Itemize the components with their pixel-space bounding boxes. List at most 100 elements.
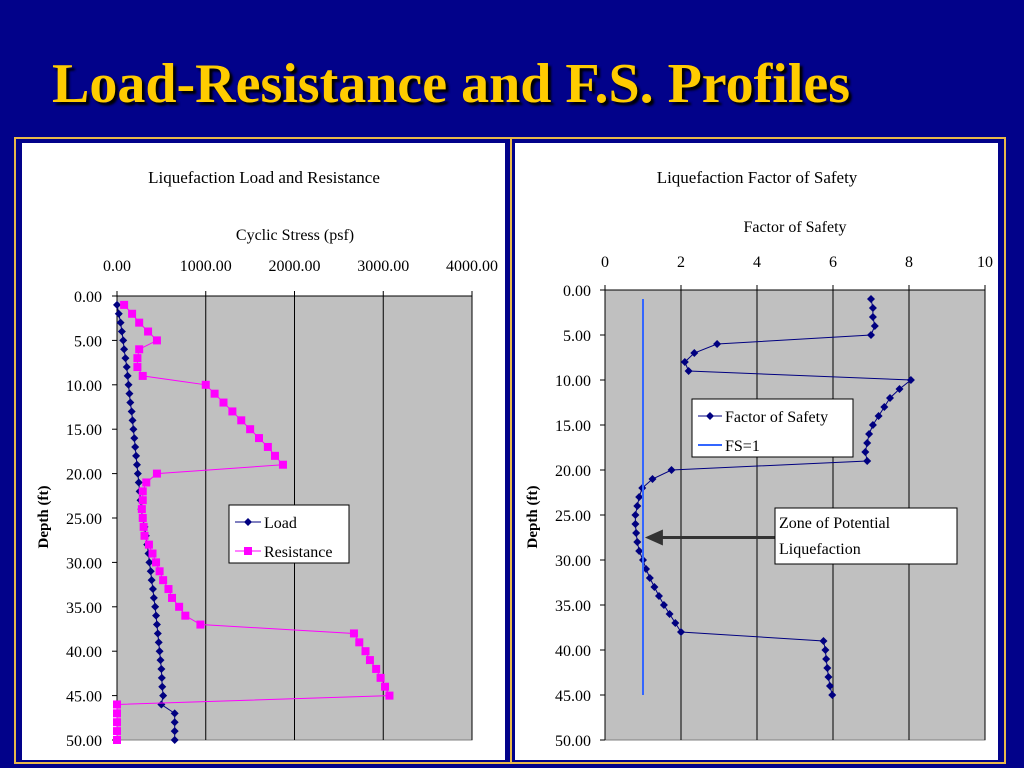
point-load xyxy=(121,354,130,363)
point-factor-of-safety xyxy=(713,340,722,348)
point-factor-of-safety xyxy=(632,529,641,537)
legend-fs1-label: FS=1 xyxy=(725,438,760,455)
point-resistance xyxy=(139,522,148,531)
legend-load-marker xyxy=(244,518,252,526)
point-load xyxy=(152,620,161,629)
point-load xyxy=(134,478,143,487)
point-factor-of-safety xyxy=(863,457,872,465)
point-factor-of-safety xyxy=(880,403,889,411)
point-resistance xyxy=(159,576,168,585)
point-factor-of-safety xyxy=(654,592,663,600)
legend-resistance-marker xyxy=(244,547,252,555)
point-factor-of-safety xyxy=(822,655,831,663)
point-load xyxy=(157,664,166,673)
point-resistance xyxy=(135,318,144,327)
point-factor-of-safety xyxy=(680,358,689,366)
point-load xyxy=(132,460,141,469)
point-resistance xyxy=(133,354,142,363)
x-tick-label: 2 xyxy=(677,254,685,271)
point-load xyxy=(147,576,156,585)
point-load xyxy=(130,434,139,443)
point-load xyxy=(122,363,131,372)
point-factor-of-safety xyxy=(825,682,834,690)
point-resistance xyxy=(137,505,146,514)
point-factor-of-safety xyxy=(874,412,883,420)
point-resistance xyxy=(355,638,364,647)
point-factor-of-safety xyxy=(631,511,640,519)
point-resistance xyxy=(228,407,237,416)
point-load xyxy=(132,451,141,460)
y-tick-label: 30.00 xyxy=(555,553,591,570)
legend-fs-marker xyxy=(706,412,714,420)
point-load xyxy=(125,389,134,398)
point-load xyxy=(119,336,128,345)
point-load xyxy=(153,629,162,638)
chart-title: Liquefaction Factor of Safety xyxy=(657,168,858,187)
point-resistance xyxy=(376,673,385,682)
annotation-line-1: Zone of Potential xyxy=(779,515,891,532)
y-tick-label: 50.00 xyxy=(66,733,102,750)
point-factor-of-safety xyxy=(870,322,879,330)
point-resistance xyxy=(113,718,121,727)
y-tick-label: 20.00 xyxy=(555,463,591,480)
point-resistance xyxy=(263,442,272,451)
point-factor-of-safety xyxy=(635,547,644,555)
chart-title: Liquefaction Load and Resistance xyxy=(148,168,380,187)
point-factor-of-safety xyxy=(690,349,699,357)
point-load xyxy=(157,673,166,682)
x-tick-label: 4 xyxy=(753,254,761,271)
y-tick-label: 30.00 xyxy=(66,555,102,572)
point-resistance xyxy=(196,620,205,629)
x-tick-label: 0.00 xyxy=(103,258,131,275)
point-factor-of-safety xyxy=(823,664,832,672)
annotation-arrow-head xyxy=(644,529,663,546)
y-tick-label: 45.00 xyxy=(66,689,102,706)
point-load xyxy=(124,380,133,389)
point-resistance xyxy=(138,487,147,496)
legend: Load Resistance xyxy=(228,504,350,564)
point-factor-of-safety xyxy=(821,646,830,654)
y-tick-label: 5.00 xyxy=(74,333,102,350)
point-load xyxy=(151,602,160,611)
y-tick-label: 15.00 xyxy=(555,418,591,435)
point-load xyxy=(114,309,123,318)
load-resistance-chart: Liquefaction Load and Resistance Cyclic … xyxy=(36,168,498,750)
load-resistance-chart-panel: Liquefaction Load and Resistance Cyclic … xyxy=(22,143,505,760)
y-tick-label: 15.00 xyxy=(66,422,102,439)
factor-of-safety-chart-panel: Liquefaction Factor of Safety Factor of … xyxy=(515,143,998,760)
point-factor-of-safety xyxy=(868,313,877,321)
legend-fs-label: Factor of Safety xyxy=(725,409,828,426)
point-resistance xyxy=(246,425,255,434)
point-resistance xyxy=(361,647,370,656)
point-load xyxy=(158,682,167,691)
point-factor-of-safety xyxy=(671,619,680,627)
point-load xyxy=(117,327,126,336)
point-load xyxy=(154,638,163,647)
annotation-line-2: Liquefaction xyxy=(779,541,861,558)
point-resistance xyxy=(270,451,279,460)
x-tick-label: 0 xyxy=(601,254,609,271)
point-factor-of-safety xyxy=(635,493,644,501)
point-factor-of-safety xyxy=(865,430,874,438)
point-resistance xyxy=(210,389,219,398)
point-resistance xyxy=(381,682,390,691)
x-axis-label: Cyclic Stress (psf) xyxy=(236,227,354,244)
point-load xyxy=(170,718,179,727)
point-factor-of-safety xyxy=(867,295,875,303)
point-resistance xyxy=(142,478,151,487)
point-resistance xyxy=(175,602,184,611)
point-factor-of-safety xyxy=(677,628,685,636)
point-factor-of-safety xyxy=(868,421,877,429)
point-resistance xyxy=(138,371,147,380)
point-factor-of-safety xyxy=(665,610,674,618)
point-load xyxy=(155,647,164,656)
point-load xyxy=(131,442,140,451)
point-resistance xyxy=(168,593,177,602)
point-resistance xyxy=(349,629,358,638)
y-axis-label: Depth (ft) xyxy=(525,486,541,549)
point-resistance xyxy=(152,469,161,478)
y-tick-label: 40.00 xyxy=(555,643,591,660)
point-factor-of-safety xyxy=(867,331,875,339)
point-load xyxy=(149,593,158,602)
point-resistance xyxy=(128,309,137,318)
